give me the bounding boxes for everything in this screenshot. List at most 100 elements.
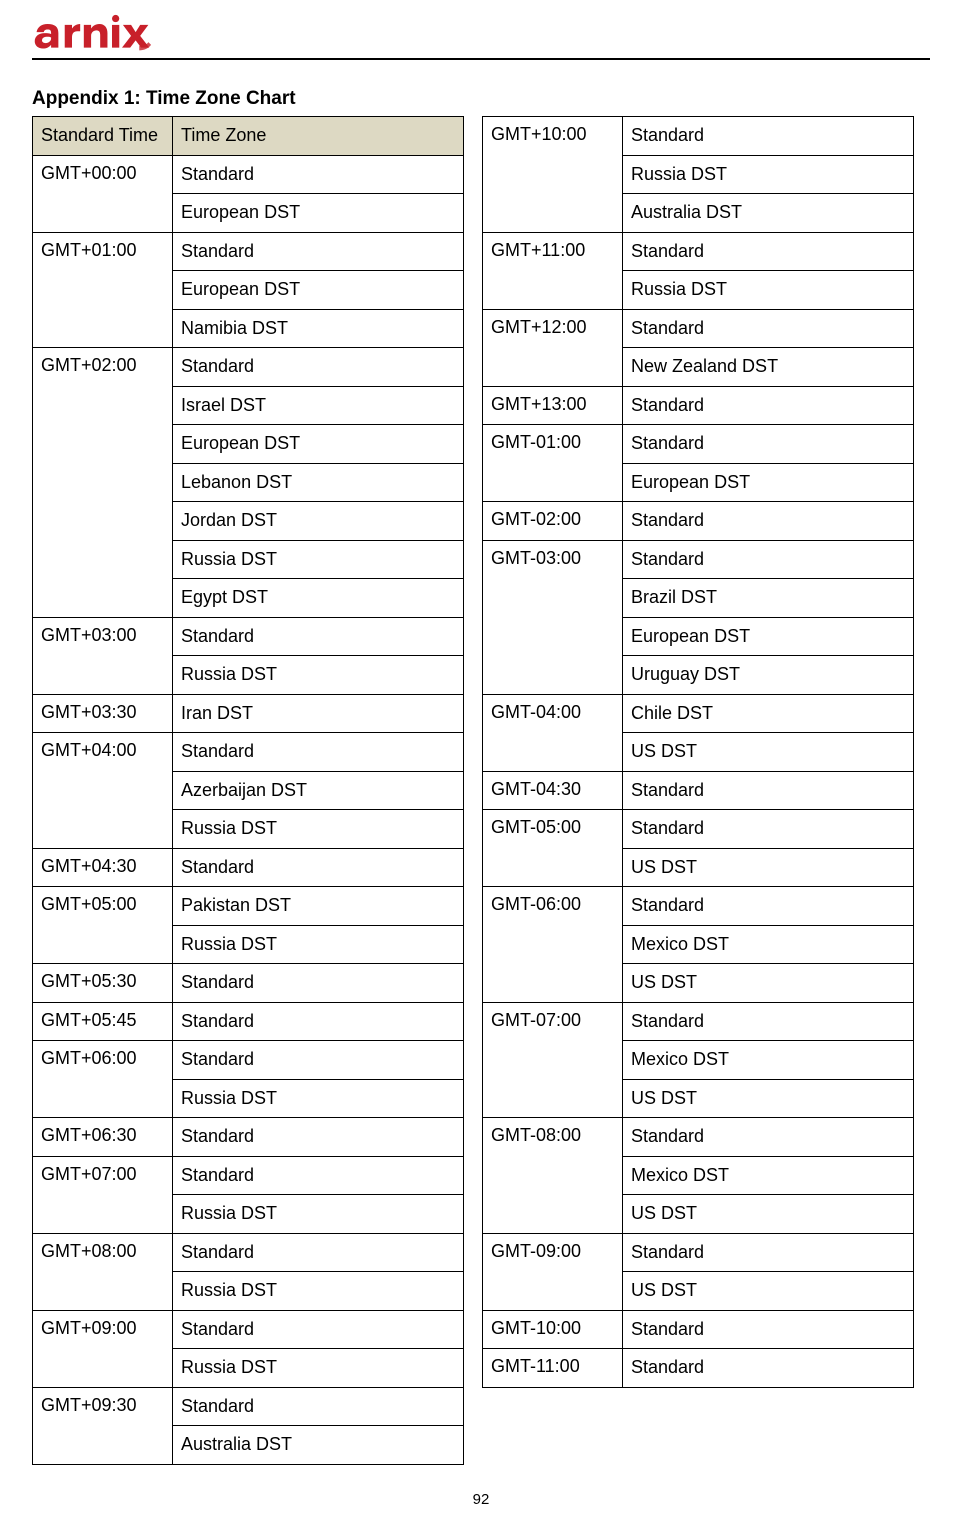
time-cell: GMT+06:30 — [33, 1118, 173, 1157]
table-row: GMT-04:00Chile DST — [483, 694, 914, 733]
time-cell: GMT+09:30 — [33, 1387, 173, 1464]
time-cell: GMT-04:00 — [483, 694, 623, 771]
zone-cell: Standard — [173, 348, 464, 387]
table-row: GMT+07:00Standard — [33, 1156, 464, 1195]
table-row: GMT-09:00Standard — [483, 1233, 914, 1272]
zone-cell: Russia DST — [173, 1349, 464, 1388]
zone-cell: US DST — [623, 848, 914, 887]
table-row: GMT-03:00Standard — [483, 540, 914, 579]
zone-cell: Standard — [173, 617, 464, 656]
table-row: GMT-10:00Standard — [483, 1310, 914, 1349]
header-rule — [32, 58, 930, 60]
zone-cell: Russia DST — [623, 271, 914, 310]
table-row: GMT-08:00Standard — [483, 1118, 914, 1157]
zone-cell: European DST — [173, 425, 464, 464]
time-cell: GMT+01:00 — [33, 232, 173, 348]
zone-cell: Jordan DST — [173, 502, 464, 541]
zone-cell: Standard — [173, 232, 464, 271]
time-cell: GMT+13:00 — [483, 386, 623, 425]
table-row: GMT+03:00Standard — [33, 617, 464, 656]
zone-cell: Russia DST — [173, 656, 464, 695]
table-row: GMT-04:30Standard — [483, 771, 914, 810]
zone-cell: Chile DST — [623, 694, 914, 733]
time-cell: GMT+02:00 — [33, 348, 173, 618]
zone-cell: Mexico DST — [623, 1156, 914, 1195]
table-row: GMT+05:30Standard — [33, 964, 464, 1003]
zone-cell: Australia DST — [623, 194, 914, 233]
table-header-cell: Time Zone — [173, 117, 464, 156]
zone-cell: Russia DST — [173, 1079, 464, 1118]
zone-cell: Standard — [623, 1233, 914, 1272]
time-cell: GMT+08:00 — [33, 1233, 173, 1310]
table-row: GMT+06:30Standard — [33, 1118, 464, 1157]
zone-cell: Standard — [173, 1041, 464, 1080]
zone-cell: Standard — [623, 232, 914, 271]
zone-cell: Egypt DST — [173, 579, 464, 618]
zone-cell: Standard — [173, 1118, 464, 1157]
zone-cell: Russia DST — [173, 1195, 464, 1234]
zone-cell: Standard — [173, 1233, 464, 1272]
logo-row — [32, 14, 930, 54]
zone-cell: Standard — [173, 1002, 464, 1041]
table-row: GMT+13:00Standard — [483, 386, 914, 425]
time-cell: GMT+10:00 — [483, 117, 623, 233]
time-cell: GMT+07:00 — [33, 1156, 173, 1233]
zone-cell: Standard — [623, 771, 914, 810]
document-page: Appendix 1: Time Zone Chart Standard Tim… — [0, 0, 962, 1528]
zone-cell: US DST — [623, 964, 914, 1003]
time-cell: GMT+04:30 — [33, 848, 173, 887]
table-row: GMT+02:00Standard — [33, 348, 464, 387]
zone-cell: Standard — [173, 1310, 464, 1349]
table-row: GMT+12:00Standard — [483, 309, 914, 348]
zone-cell: US DST — [623, 1195, 914, 1234]
zone-cell: Standard — [173, 733, 464, 772]
zone-cell: Uruguay DST — [623, 656, 914, 695]
time-cell: GMT+12:00 — [483, 309, 623, 386]
zone-cell: US DST — [623, 1079, 914, 1118]
time-cell: GMT+09:00 — [33, 1310, 173, 1387]
time-cell: GMT+05:45 — [33, 1002, 173, 1041]
table-row: GMT-02:00Standard — [483, 502, 914, 541]
table-row: GMT-01:00Standard — [483, 425, 914, 464]
table-row: GMT+00:00Standard — [33, 155, 464, 194]
zone-cell: Russia DST — [173, 1272, 464, 1311]
table-row: GMT-05:00Standard — [483, 810, 914, 849]
zone-cell: Russia DST — [173, 810, 464, 849]
zone-cell: US DST — [623, 733, 914, 772]
zone-cell: Russia DST — [173, 540, 464, 579]
zone-cell: European DST — [173, 271, 464, 310]
zone-cell: Lebanon DST — [173, 463, 464, 502]
zone-cell: Standard — [173, 155, 464, 194]
table-row: GMT+09:00Standard — [33, 1310, 464, 1349]
table-row: GMT+05:00Pakistan DST — [33, 887, 464, 926]
brand-logo — [32, 14, 177, 54]
appendix-title: Appendix 1: Time Zone Chart — [32, 88, 930, 110]
time-cell: GMT+00:00 — [33, 155, 173, 232]
time-cell: GMT-11:00 — [483, 1349, 623, 1388]
page-number: 92 — [32, 1491, 930, 1508]
tables-container: Standard TimeTime ZoneGMT+00:00StandardE… — [32, 116, 930, 1465]
zone-cell: Namibia DST — [173, 309, 464, 348]
zone-cell: Azerbaijan DST — [173, 771, 464, 810]
zone-cell: Pakistan DST — [173, 887, 464, 926]
table-row: GMT-11:00Standard — [483, 1349, 914, 1388]
time-cell: GMT-02:00 — [483, 502, 623, 541]
zone-cell: Mexico DST — [623, 925, 914, 964]
zone-cell: Standard — [173, 848, 464, 887]
time-cell: GMT-01:00 — [483, 425, 623, 502]
zone-cell: Standard — [623, 540, 914, 579]
time-cell: GMT+03:00 — [33, 617, 173, 694]
time-cell: GMT-03:00 — [483, 540, 623, 694]
zone-cell: Standard — [623, 425, 914, 464]
time-cell: GMT-10:00 — [483, 1310, 623, 1349]
time-cell: GMT-08:00 — [483, 1118, 623, 1234]
zone-cell: Australia DST — [173, 1426, 464, 1465]
zone-cell: Russia DST — [623, 155, 914, 194]
table-row: GMT+08:00Standard — [33, 1233, 464, 1272]
time-cell: GMT+05:30 — [33, 964, 173, 1003]
time-cell: GMT-04:30 — [483, 771, 623, 810]
time-cell: GMT+11:00 — [483, 232, 623, 309]
zone-cell: Standard — [623, 1310, 914, 1349]
zone-cell: US DST — [623, 1272, 914, 1311]
zone-cell: Standard — [173, 1387, 464, 1426]
